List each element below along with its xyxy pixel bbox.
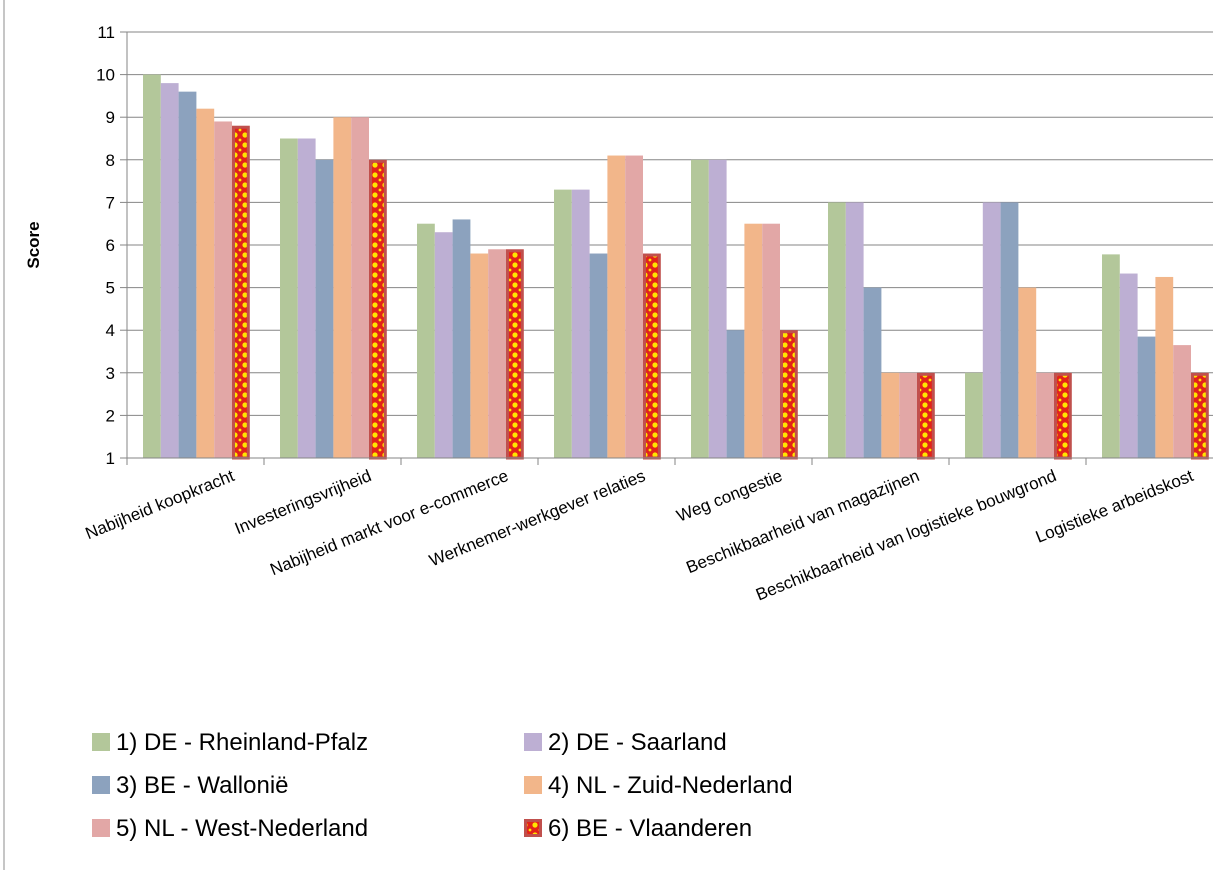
bar [982, 202, 1001, 458]
bar [470, 253, 489, 458]
bar [1000, 202, 1019, 458]
bar [214, 121, 232, 459]
axes [120, 31, 1213, 465]
bar-vlaanderen [1054, 372, 1072, 460]
bar [881, 372, 900, 458]
legend-swatch [524, 776, 542, 794]
bar [744, 223, 763, 458]
y-axis-title: Score [24, 221, 43, 268]
bar-vlaanderen [643, 253, 661, 460]
bar-vlaanderen [369, 159, 387, 460]
bar [571, 189, 590, 458]
bar [1102, 254, 1120, 458]
bar [965, 372, 983, 458]
legend-swatch [92, 819, 110, 837]
legend-label: 2) DE - Saarland [548, 729, 727, 756]
legend-label: 4) NL - Zuid-Nederland [548, 772, 793, 799]
bar [160, 83, 179, 459]
bar [280, 138, 298, 458]
y-tick-label: 11 [97, 23, 115, 42]
bar [297, 138, 316, 458]
bar [1119, 273, 1138, 458]
bar [726, 330, 745, 458]
bar [351, 117, 369, 458]
legend-label: 5) NL - West-Nederland [116, 815, 368, 842]
bar [607, 155, 626, 459]
bars [143, 74, 1209, 460]
y-tick-label: 4 [106, 321, 115, 340]
y-tick-label: 8 [106, 151, 115, 170]
legend: 1) DE - Rheinland-Pfalz 2) DE - Saarland 3… [92, 729, 793, 842]
bar-vlaanderen [506, 249, 524, 460]
legend-label: 1) DE - Rheinland-Pfalz [116, 729, 368, 756]
bar [554, 189, 572, 458]
bar [708, 159, 727, 459]
bar [625, 155, 643, 459]
bar [691, 159, 709, 459]
bar [845, 202, 864, 458]
bar-vlaanderen [917, 372, 935, 460]
bar [1173, 345, 1191, 458]
legend-label: 3) BE - Wallonië [116, 772, 289, 799]
bar [1137, 336, 1156, 458]
bar-vlaanderen [232, 125, 250, 460]
y-tick-labels: 1 2 3 4 5 6 7 8 9 10 11 [96, 23, 115, 468]
bar [178, 91, 197, 458]
legend-swatch [92, 776, 110, 794]
y-tick-label: 9 [106, 108, 115, 127]
y-tick-label: 10 [96, 66, 115, 85]
bar [143, 74, 161, 458]
y-tick-label: 1 [106, 449, 115, 468]
bar [333, 117, 352, 458]
bar [589, 253, 608, 458]
y-tick-label: 6 [106, 236, 115, 255]
bar [488, 249, 506, 458]
bar [863, 287, 882, 458]
bar [1018, 287, 1037, 458]
bar [762, 223, 780, 458]
legend-swatch [524, 819, 542, 837]
bar [1155, 276, 1174, 458]
y-tick-label: 7 [106, 193, 115, 212]
bar [315, 159, 334, 459]
bar-vlaanderen [780, 330, 798, 460]
legend-swatch [92, 733, 110, 751]
bar-vlaanderen [1191, 372, 1209, 460]
legend-swatch [524, 733, 542, 751]
legend-label: 6) BE - Vlaanderen [548, 815, 752, 842]
bar [452, 219, 471, 458]
y-tick-label: 3 [106, 364, 115, 383]
bar [434, 232, 453, 458]
y-tick-label: 5 [106, 279, 115, 298]
bar [417, 223, 435, 458]
bar [899, 372, 917, 458]
bar [1036, 372, 1054, 458]
bar [196, 108, 215, 459]
bar [828, 202, 846, 458]
y-tick-label: 2 [106, 406, 115, 425]
